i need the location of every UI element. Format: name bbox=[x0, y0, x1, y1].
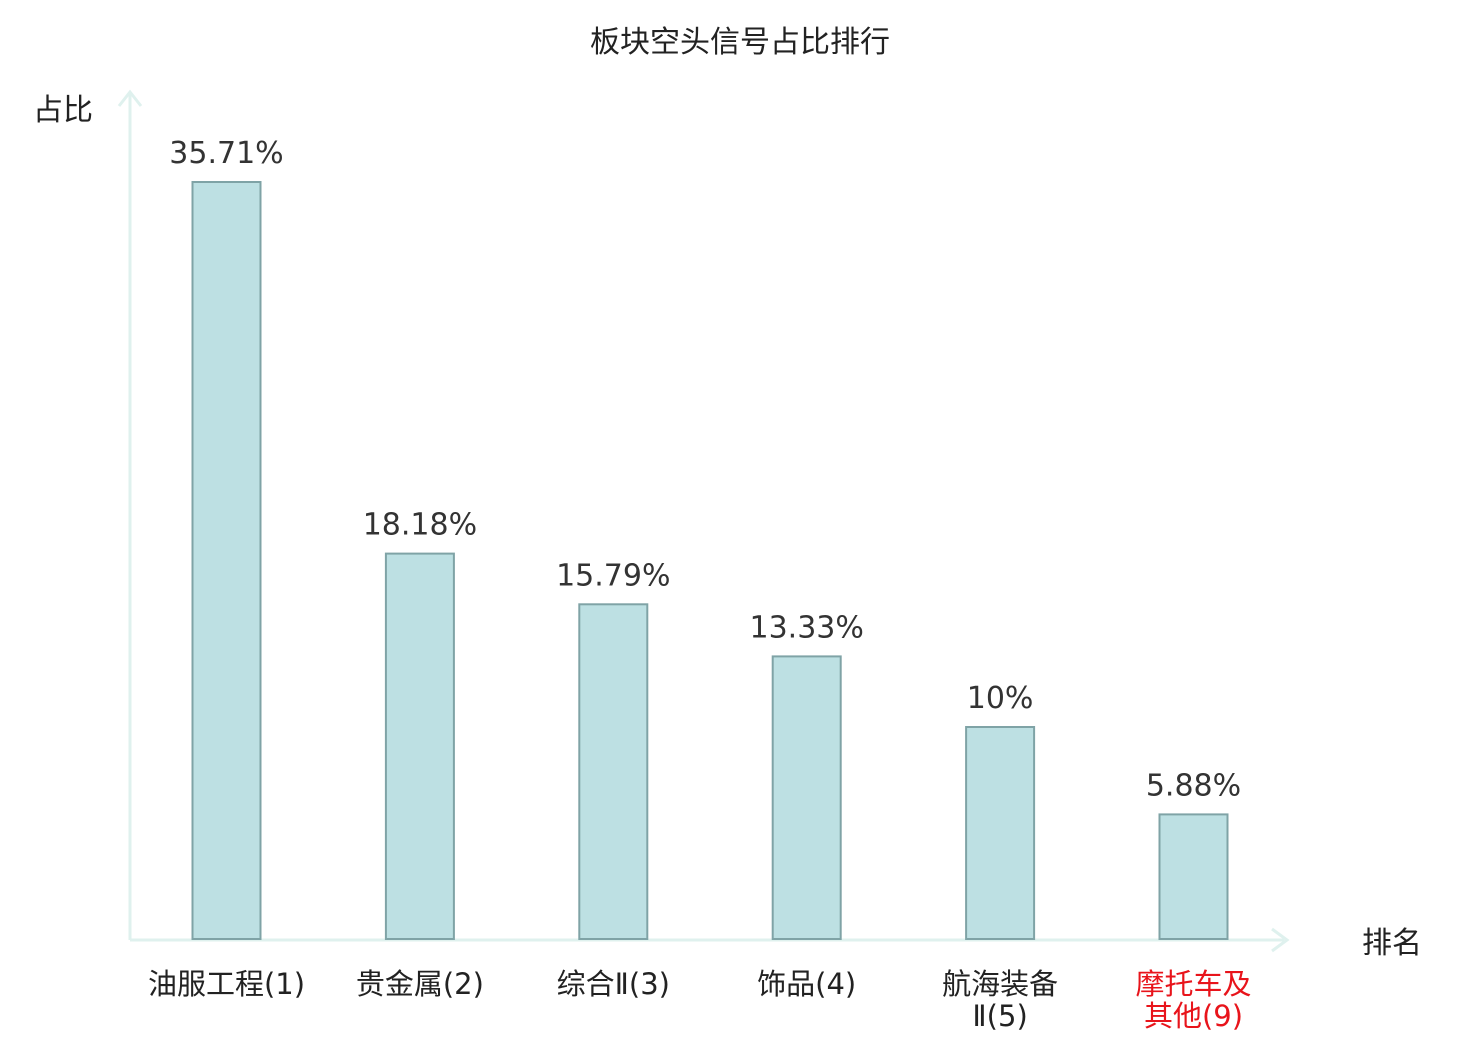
value-label-1: 35.71% bbox=[169, 136, 283, 171]
chart-title: 板块空头信号占比排行 bbox=[590, 25, 890, 60]
bar-3 bbox=[578, 603, 649, 940]
tick-label-1: 油服工程(1) bbox=[148, 967, 305, 1001]
value-label-2: 18.18% bbox=[363, 508, 477, 543]
bar-4 bbox=[771, 655, 842, 941]
value-label-5: 10% bbox=[967, 681, 1034, 716]
tick-label-3: 综合Ⅱ(3) bbox=[557, 967, 670, 1001]
tick-label-4: 饰品(4) bbox=[757, 967, 856, 1001]
bar-1 bbox=[191, 181, 262, 940]
x-axis-label: 排名 bbox=[1362, 926, 1422, 961]
tick-label-5-line-1: 航海装备 bbox=[942, 967, 1058, 1001]
tick-label-5-line-2: Ⅱ(5) bbox=[972, 999, 1027, 1033]
x-axis-arrow-icon bbox=[1271, 927, 1290, 953]
x-axis: 排名 bbox=[130, 926, 1422, 961]
tick-label-2: 贵金属(2) bbox=[356, 967, 484, 1001]
y-axis-arrow-icon bbox=[117, 89, 143, 107]
value-label-6: 5.88% bbox=[1146, 768, 1241, 803]
y-axis: 占比 bbox=[33, 89, 143, 940]
y-axis-label: 占比 bbox=[33, 93, 93, 128]
bars-layer bbox=[191, 181, 1229, 941]
value-label-3: 15.79% bbox=[556, 558, 670, 593]
value-label-4: 13.33% bbox=[750, 610, 864, 645]
value-labels-layer: 35.71% 18.18% 15.79% 13.33% 10% 5.88% bbox=[169, 136, 1241, 803]
tick-label-6-line-2: 其他(9) bbox=[1144, 999, 1243, 1033]
bar-5 bbox=[965, 726, 1036, 940]
tick-label-6-line-1: 摩托车及 bbox=[1135, 967, 1251, 1001]
bar-2 bbox=[384, 552, 455, 940]
bar-6 bbox=[1158, 813, 1229, 941]
